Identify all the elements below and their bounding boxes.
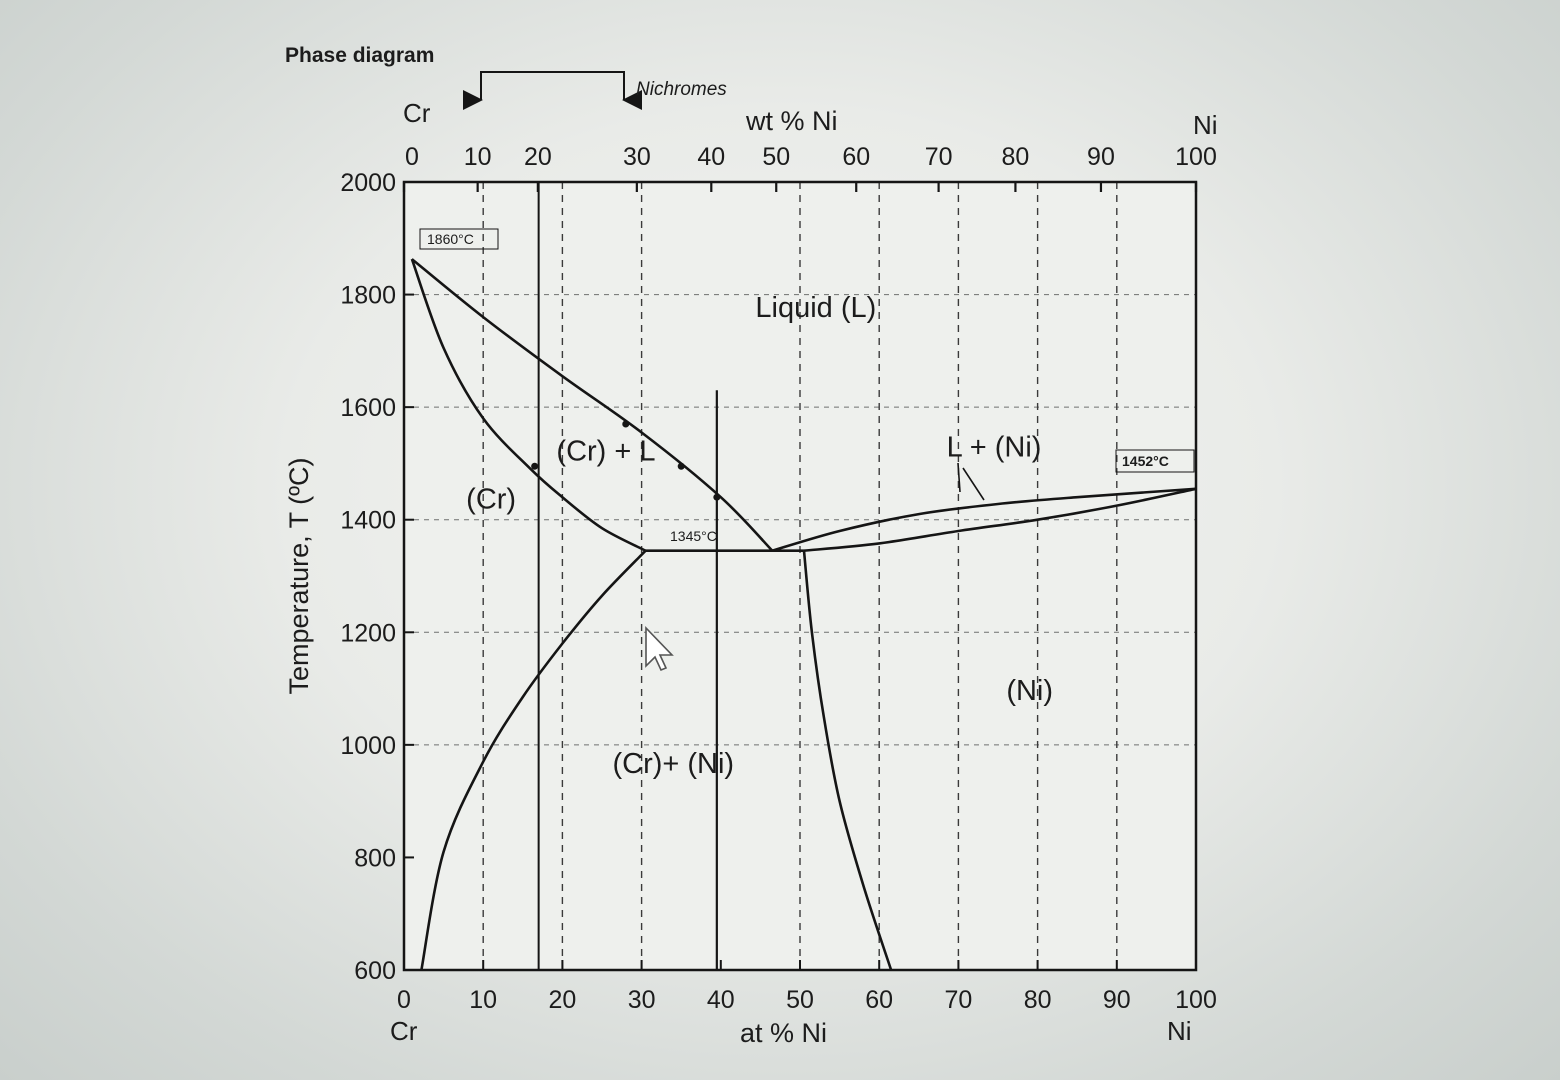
annotation-pointer-solidus: [957, 462, 961, 493]
x-tick-label-20: 20: [548, 986, 576, 1014]
x2-tick-label-10: 10: [464, 143, 492, 171]
nichromes-label: Nichromes: [636, 79, 727, 100]
y-axis-title: Temperature, T (ºC): [284, 458, 314, 695]
x-tick-label-0: 0: [397, 986, 411, 1014]
curve-cr-solvus: [420, 549, 647, 971]
plot-frame: [402, 180, 1198, 972]
nichromes-bracket-line: [463, 71, 642, 110]
x-tick-label-10: 10: [469, 986, 497, 1014]
y-tick-label-1000: 1000: [340, 732, 396, 760]
annotation-pointer-liquidus: [962, 467, 985, 501]
region-label-6: (Cr)+ (Ni): [612, 748, 734, 780]
grid-layer: [402, 181, 1198, 971]
x-tick-label-100: 100: [1175, 986, 1217, 1014]
intersection-dot-3: [713, 493, 721, 501]
region-label-3: L + (Ni): [947, 432, 1042, 464]
curve-ni-liquidus: [771, 487, 1197, 552]
x-tick-label-90: 90: [1103, 986, 1131, 1014]
ni-melting-box: [1115, 449, 1195, 473]
l-ni-annotation: [957, 462, 985, 501]
x2-tick-label-50: 50: [762, 143, 790, 171]
intersection-dot-4: [622, 420, 630, 428]
bottom-axis-title: at % Ni: [740, 1018, 827, 1048]
region-label-5: (Ni): [1006, 675, 1053, 707]
cr-melting-box: [419, 228, 499, 250]
y-tick-label-1800: 1800: [340, 282, 396, 310]
x-tick-label-60: 60: [865, 986, 893, 1014]
figure-caption: Phase diagram: [285, 44, 434, 67]
curve-ni-solvus: [802, 550, 893, 971]
x2-tick-label-0: 0: [405, 143, 419, 171]
curve-cr-liquidus: [411, 258, 774, 552]
x2-tick-label-80: 80: [1002, 143, 1030, 171]
x2-tick-label-70: 70: [925, 143, 953, 171]
eutectic-label: 1345°C: [670, 528, 717, 544]
y-tick-label-1400: 1400: [340, 507, 396, 535]
intersection-dot-1: [531, 462, 539, 470]
x2-tick-label-100: 100: [1175, 143, 1217, 171]
y-tick-label-600: 600: [354, 957, 396, 985]
x-tick-label-30: 30: [628, 986, 656, 1014]
x2-tick-label-90: 90: [1087, 143, 1115, 171]
x2-tick-label-60: 60: [842, 143, 870, 171]
region-label-4: (Cr): [466, 483, 516, 515]
curve-ni-solidus: [803, 487, 1197, 552]
y-tick-label-2000: 2000: [340, 169, 396, 197]
curve-cr-solidus: [410, 258, 647, 552]
x-tick-label-50: 50: [786, 986, 814, 1014]
cr-melting-label: 1860°C: [427, 231, 474, 247]
x-tick-label-70: 70: [944, 986, 972, 1014]
x-tick-label-40: 40: [707, 986, 735, 1014]
region-label-1: Liquid (L): [755, 292, 876, 324]
region-label-2: (Cr) + L: [556, 436, 655, 468]
nichromes-bracket: Nichromes: [463, 71, 727, 110]
top-axis-title: wt % Ni: [745, 106, 838, 136]
x2-tick-label-40: 40: [697, 143, 725, 171]
ni-melting-label: 1452°C: [1122, 453, 1169, 469]
mouse-cursor-icon: [645, 626, 674, 672]
y-tick-label-1200: 1200: [340, 619, 396, 647]
intersection-dot-2: [677, 462, 685, 470]
label-layer: 0 10 20 30 40 50 60 70 80 90 1000 10 20 30 40 50 60 70 80 9…: [340, 143, 1216, 1014]
curve-layer: [410, 182, 1197, 971]
top-left-element-label: Cr: [403, 98, 431, 128]
bottom-left-element-label: Cr: [390, 1016, 418, 1046]
y-tick-label-800: 800: [354, 844, 396, 872]
x2-tick-label-20: 20: [524, 143, 552, 171]
bottom-right-element-label: Ni: [1167, 1016, 1192, 1046]
x2-tick-label-30: 30: [623, 143, 651, 171]
x-tick-label-80: 80: [1024, 986, 1052, 1014]
top-right-element-label: Ni: [1193, 110, 1218, 140]
y-tick-label-1600: 1600: [340, 394, 396, 422]
